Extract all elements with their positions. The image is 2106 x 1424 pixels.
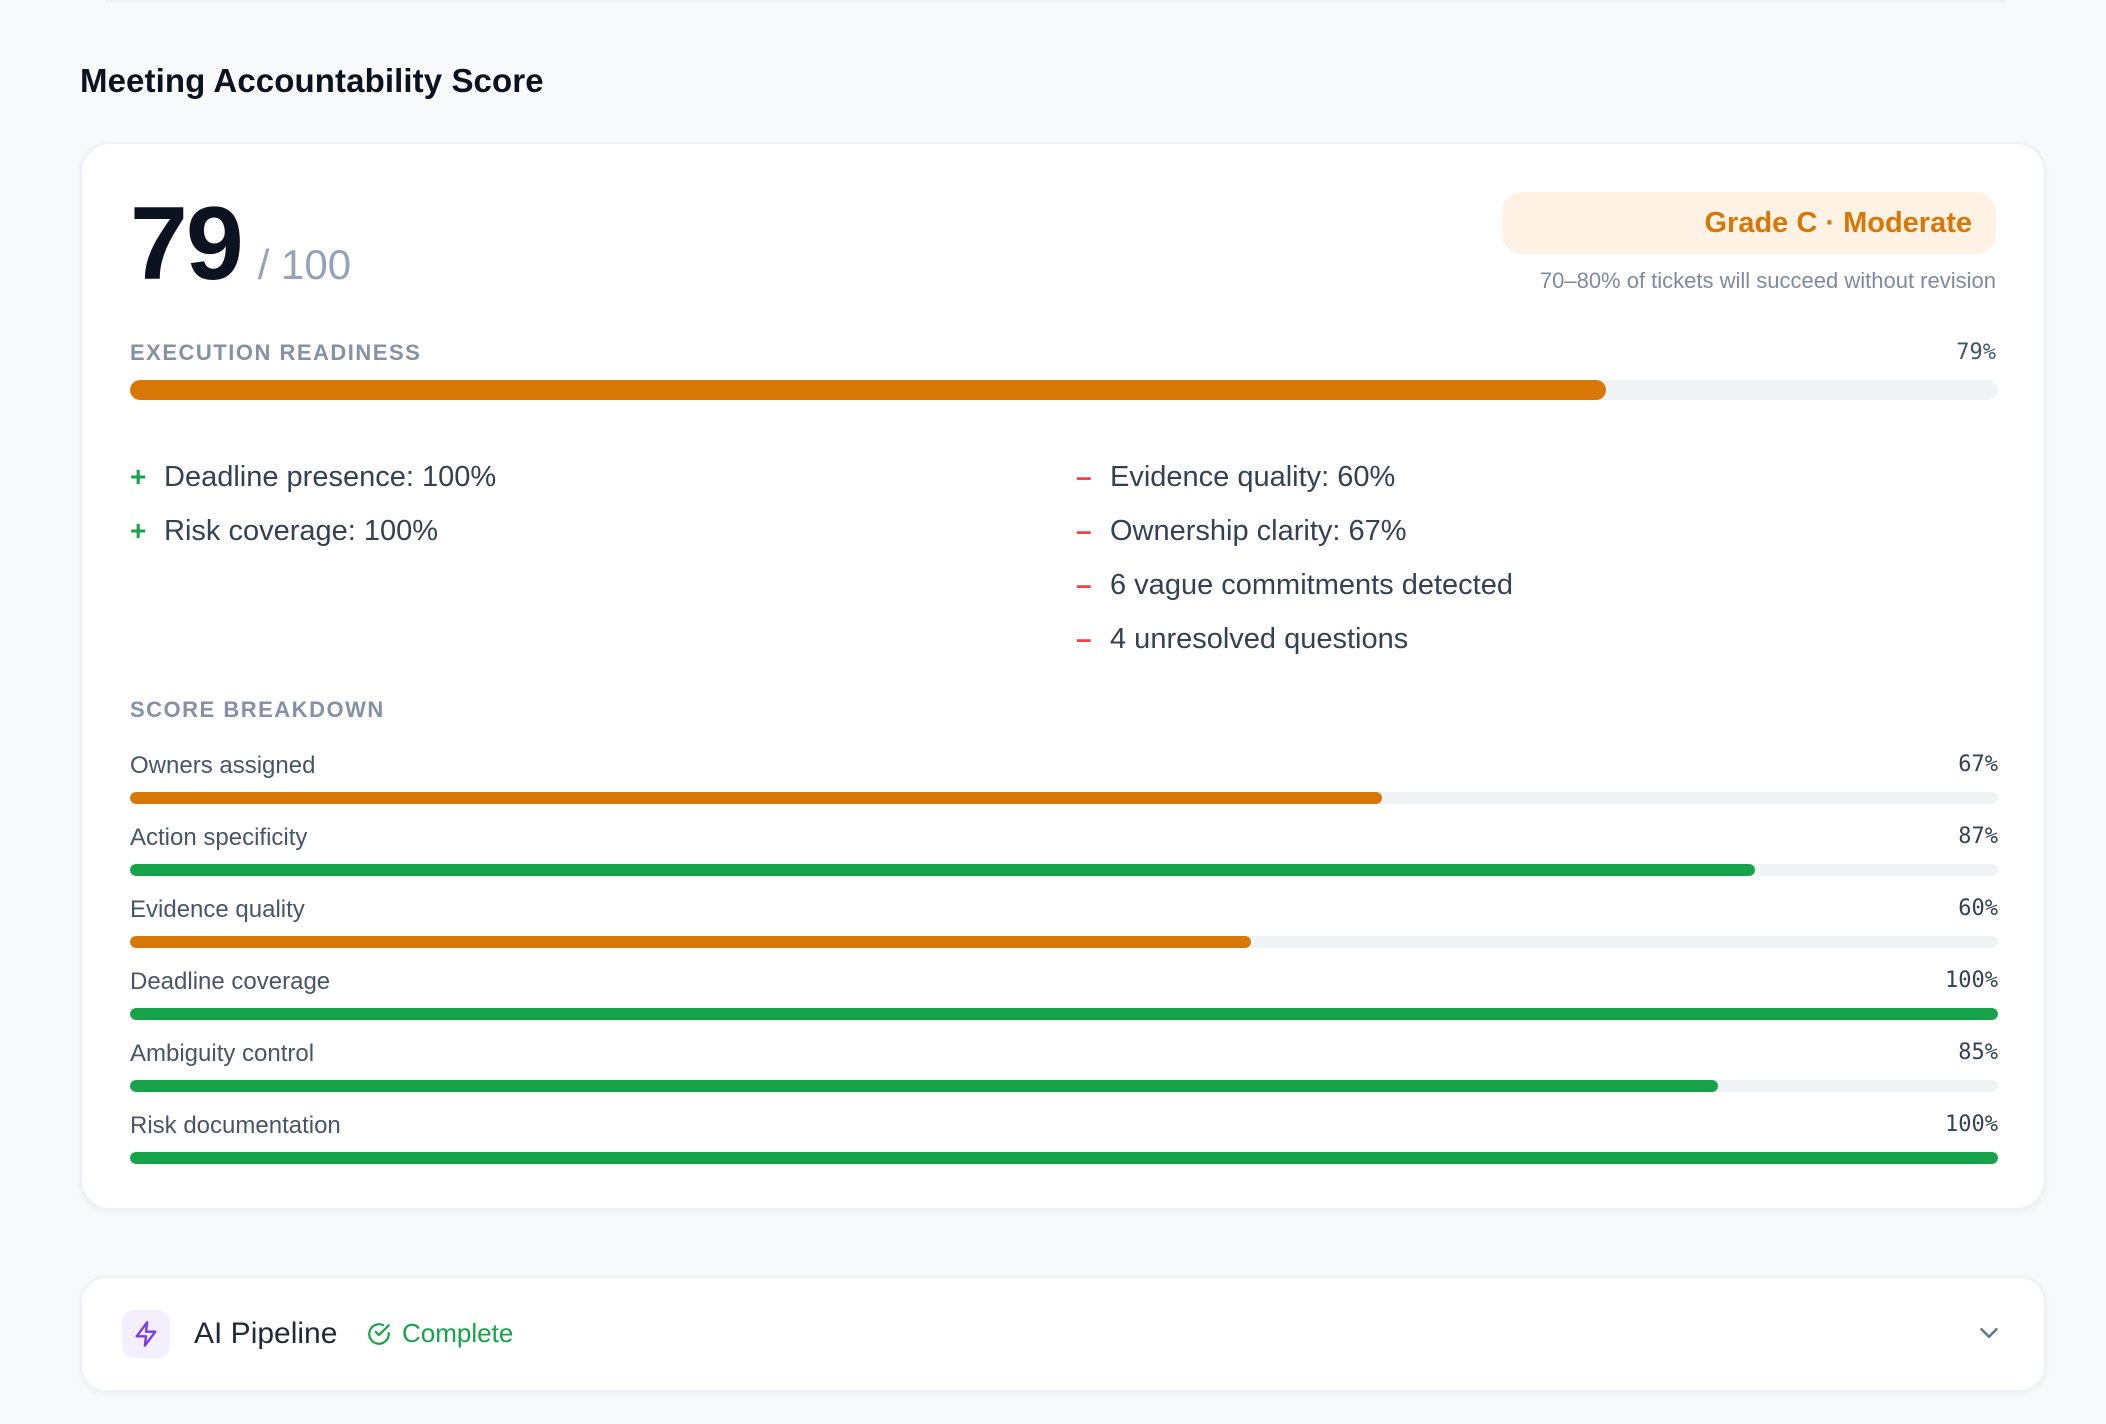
breakdown-label: SCORE BREAKDOWN xyxy=(130,697,385,722)
breakdown-percent: 100% xyxy=(1945,968,1998,993)
breakdown-percent: 100% xyxy=(1945,1112,1998,1137)
grade-badge: Grade C · Moderate xyxy=(1502,192,1996,254)
negative-factor: – 4 unresolved questions xyxy=(1076,612,1513,666)
breakdown-bar-fill xyxy=(130,1152,1998,1164)
score-value: 79 xyxy=(130,186,244,302)
negative-factors: – Evidence quality: 60% – Ownership clar… xyxy=(1076,450,1513,666)
grade-note: 70–80% of tickets will succeed without r… xyxy=(1539,268,1996,293)
negative-factor: – Evidence quality: 60% xyxy=(1076,450,1513,504)
breakdown-row-risk-documentation: Risk documentation 100% xyxy=(130,1112,1998,1172)
breakdown-percent: 60% xyxy=(1958,896,1998,921)
breakdown-name: Ambiguity control xyxy=(130,1040,315,1067)
breakdown-name: Risk documentation xyxy=(130,1112,341,1139)
breakdown-bar-fill xyxy=(130,1080,1718,1092)
breakdown-bar xyxy=(130,1152,1998,1164)
pipeline-status-label: Complete xyxy=(402,1318,514,1348)
factor-text: Risk coverage: 100% xyxy=(164,514,439,547)
breakdown-bar-fill xyxy=(130,864,1756,876)
breakdown-bar xyxy=(130,792,1998,804)
positive-factors: + Deadline presence: 100% + Risk coverag… xyxy=(130,450,496,558)
minus-icon: – xyxy=(1076,461,1092,492)
breakdown-name: Action specificity xyxy=(130,824,308,851)
breakdown-bar xyxy=(130,864,1998,876)
breakdown-bar xyxy=(130,936,1998,948)
check-circle-icon xyxy=(368,1322,390,1345)
section-title: Meeting Accountability Score xyxy=(80,62,544,99)
breakdown-percent: 85% xyxy=(1958,1040,1998,1065)
accountability-card: 79 / 100 Grade C · Moderate 70–80% of ti… xyxy=(80,142,2046,1210)
chevron-down-icon[interactable] xyxy=(1974,1318,2004,1353)
breakdown-bar-fill xyxy=(130,936,1251,948)
minus-icon: – xyxy=(1076,515,1092,546)
negative-factor: – 6 vague commitments detected xyxy=(1076,558,1513,612)
readiness-label: EXECUTION READINESS xyxy=(130,340,422,365)
factor-text: Evidence quality: 60% xyxy=(1110,460,1396,493)
positive-factor: + Risk coverage: 100% xyxy=(130,504,496,558)
readiness-percent: 79% xyxy=(1956,340,1996,365)
breakdown-row-action-specificity: Action specificity 87% xyxy=(130,824,1998,884)
breakdown-name: Evidence quality xyxy=(130,896,305,923)
breakdown-percent: 87% xyxy=(1958,824,1998,849)
grade-panel: Grade C · Moderate 70–80% of tickets wil… xyxy=(1502,192,1996,294)
lightning-icon xyxy=(122,1310,170,1358)
breakdown-row-evidence-quality: Evidence quality 60% xyxy=(130,896,1998,956)
pipeline-title: AI Pipeline xyxy=(194,1317,338,1350)
readiness-bar-fill xyxy=(130,380,1606,400)
breakdown-name: Deadline coverage xyxy=(130,968,331,995)
factor-text: Deadline presence: 100% xyxy=(164,460,497,493)
top-divider xyxy=(105,0,2005,2)
plus-icon: + xyxy=(130,515,147,546)
breakdown-row-ambiguity-control: Ambiguity control 85% xyxy=(130,1040,1998,1100)
negative-factor: – Ownership clarity: 67% xyxy=(1076,504,1513,558)
score-display: 79 / 100 xyxy=(130,192,351,296)
factor-text: 6 vague commitments detected xyxy=(1110,568,1513,601)
pipeline-status: Complete xyxy=(366,1318,513,1349)
breakdown-name: Owners assigned xyxy=(130,752,316,779)
breakdown-row-owners: Owners assigned 67% xyxy=(130,752,1998,812)
plus-icon: + xyxy=(130,461,147,492)
breakdown-percent: 67% xyxy=(1958,752,1998,777)
minus-icon: – xyxy=(1076,569,1092,600)
score-max: / 100 xyxy=(257,241,352,288)
ai-pipeline-panel[interactable]: AI Pipeline Complete xyxy=(80,1276,2046,1392)
breakdown-bar-fill xyxy=(130,1008,1998,1020)
factor-text: Ownership clarity: 67% xyxy=(1110,514,1407,547)
breakdown-bar-fill xyxy=(130,792,1382,804)
positive-factor: + Deadline presence: 100% xyxy=(130,450,496,504)
breakdown-bar xyxy=(130,1008,1998,1020)
breakdown-row-deadline-coverage: Deadline coverage 100% xyxy=(130,968,1998,1028)
factor-text: 4 unresolved questions xyxy=(1110,622,1409,655)
minus-icon: – xyxy=(1076,623,1092,654)
readiness-bar xyxy=(130,380,1998,400)
breakdown-bar xyxy=(130,1080,1998,1092)
